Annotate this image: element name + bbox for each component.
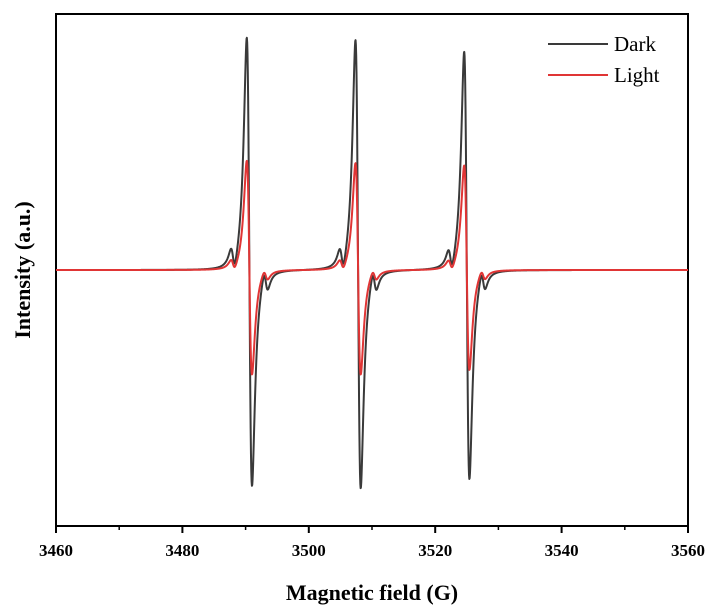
x-tick-label: 3520 [418,541,452,560]
legend: Dark Light [548,32,660,87]
series-line-dark [55,36,689,490]
x-tick-label: 3500 [292,541,326,560]
x-axis-ticks: 3460 3480 3500 3520 3540 3560 [39,526,705,560]
x-tick-label: 3560 [671,541,705,560]
series-line-light [55,159,689,376]
y-axis-title: Intensity (a.u.) [10,201,35,339]
legend-label-light: Light [614,63,660,87]
x-tick-label: 3540 [545,541,579,560]
x-tick-label: 3480 [165,541,199,560]
x-tick-label: 3460 [39,541,73,560]
series-layer [55,36,689,490]
x-axis-title: Magnetic field (G) [286,580,458,605]
legend-label-dark: Dark [614,32,656,56]
